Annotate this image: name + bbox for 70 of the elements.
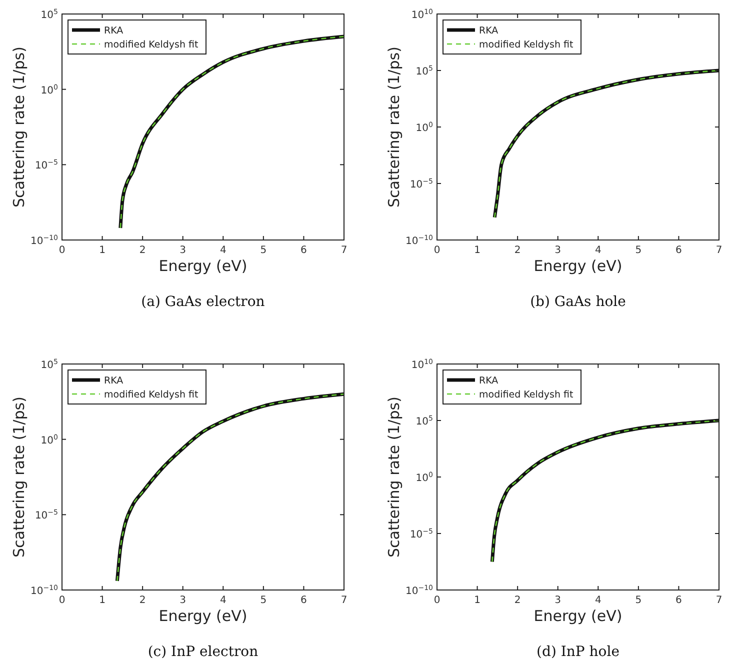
y-tick-label: 10$^{5}$ — [40, 358, 58, 371]
x-tick-label: 5 — [260, 595, 267, 606]
y-tick-label: 10$^{−5}$ — [34, 158, 58, 172]
x-tick-label: 3 — [180, 245, 186, 256]
y-tick-label: 10$^{5}$ — [40, 8, 58, 21]
y-tick-label: 10$^{−10}$ — [405, 234, 433, 247]
legend-label: modified Keldysh fit — [104, 390, 198, 400]
x-tick-label: 4 — [594, 245, 602, 256]
x-tick-label: 7 — [340, 245, 348, 256]
legend-label: modified Keldysh fit — [104, 40, 198, 50]
x-tick-label: 7 — [716, 245, 722, 256]
x-tick-label: 1 — [474, 595, 480, 606]
x-axis-title: Energy (eV) — [534, 607, 622, 625]
y-axis-title: Scattering rate (1/ps) — [10, 46, 28, 208]
x-tick-label: 4 — [220, 245, 226, 256]
legend-label: modified Keldysh fit — [479, 390, 574, 400]
x-tick-label: 2 — [514, 245, 521, 256]
legend-label: modified Keldysh fit — [479, 40, 574, 50]
y-tick-label: 10$^{−10}$ — [30, 584, 58, 597]
y-tick-label: 10$^{5}$ — [416, 64, 433, 78]
x-tick-label: 0 — [58, 245, 66, 256]
y-tick-label: 10$^{10}$ — [411, 358, 433, 371]
y-tick-label: 10$^{0}$ — [40, 83, 58, 96]
x-tick-label: 2 — [139, 595, 146, 606]
legend-label: RKA — [479, 26, 499, 36]
legend-label: RKA — [104, 26, 124, 36]
x-tick-label: 2 — [514, 595, 521, 606]
x-axis-title: Energy (eV) — [158, 607, 248, 625]
y-tick-label: 10$^{10}$ — [411, 8, 433, 21]
y-axis-title: Scattering rate (1/ps) — [10, 396, 28, 558]
y-axis-title: Scattering rate (1/ps) — [385, 396, 403, 558]
y-tick-label: 10$^{0}$ — [416, 471, 433, 484]
text: (d) InP hole — [536, 644, 620, 660]
x-tick-label: 0 — [434, 245, 440, 256]
x-tick-label: 6 — [676, 245, 682, 256]
x-axis-title: Energy (eV) — [534, 257, 622, 275]
x-tick-label: 1 — [99, 595, 106, 606]
y-tick-label: 10$^{−5}$ — [410, 528, 433, 540]
y-tick-label: 10$^{0}$ — [416, 121, 433, 134]
x-tick-label: 7 — [340, 595, 348, 606]
x-tick-label: 7 — [716, 595, 722, 606]
x-tick-label: 1 — [99, 245, 106, 256]
x-tick-label: 1 — [474, 245, 480, 256]
x-tick-label: 0 — [58, 595, 66, 606]
x-tick-label: 6 — [300, 245, 307, 256]
x-tick-label: 3 — [554, 245, 562, 256]
y-tick-label: 10$^{0}$ — [40, 433, 58, 446]
y-tick-label: 10$^{−5}$ — [34, 508, 58, 522]
x-tick-label: 2 — [139, 245, 146, 256]
text: (c) InP electron — [148, 644, 258, 660]
legend-label: RKA — [104, 376, 124, 386]
legend-label: RKA — [479, 376, 499, 386]
x-tick-label: 5 — [635, 245, 642, 256]
y-axis-title: Scattering rate (1/ps) — [385, 46, 403, 208]
x-tick-label: 3 — [554, 595, 562, 606]
x-tick-label: 6 — [300, 595, 307, 606]
x-tick-label: 4 — [220, 595, 226, 606]
y-tick-label: 10$^{5}$ — [416, 414, 433, 428]
x-tick-label: 0 — [434, 595, 440, 606]
y-tick-label: 10$^{−10}$ — [405, 584, 433, 597]
y-tick-label: 10$^{−5}$ — [410, 178, 433, 190]
y-tick-label: 10$^{−10}$ — [30, 234, 58, 247]
x-tick-label: 5 — [635, 595, 642, 606]
x-tick-label: 3 — [180, 595, 186, 606]
x-tick-label: 5 — [260, 245, 267, 256]
x-tick-label: 6 — [676, 595, 682, 606]
text: (a) GaAs electron — [141, 294, 265, 310]
x-tick-label: 4 — [594, 595, 602, 606]
x-axis-title: Energy (eV) — [158, 257, 248, 275]
text: (b) GaAs hole — [530, 294, 626, 310]
